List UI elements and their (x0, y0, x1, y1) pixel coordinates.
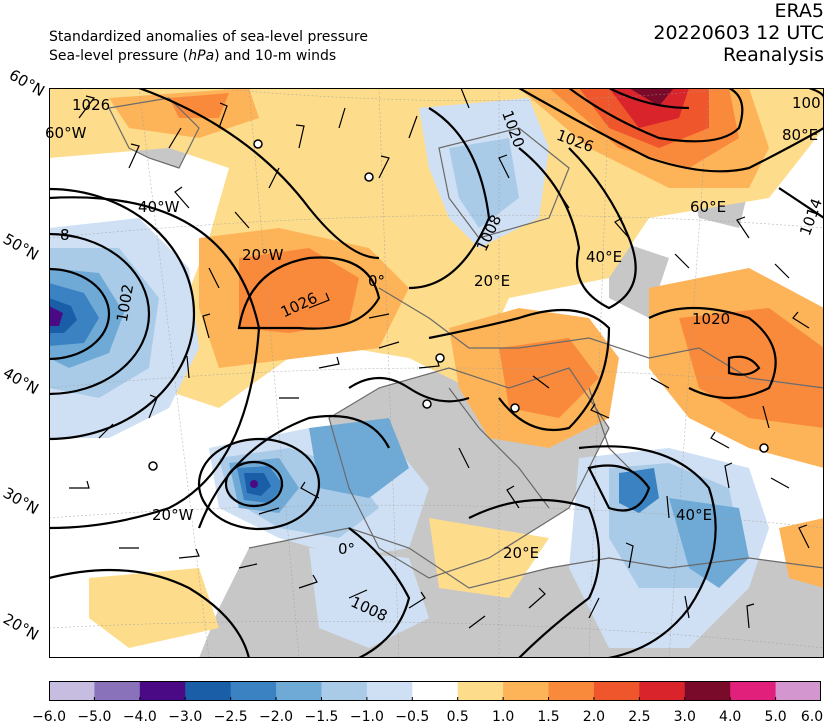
colorbar-tick-label: 0.5 (446, 709, 469, 725)
colorbar-tick-label: 2.0 (582, 709, 606, 725)
subtitle-unit: hPa (188, 48, 215, 64)
lon-label-20w-bottom: 20°W (152, 506, 194, 524)
subtitle-post: ) and 10-m winds (214, 48, 337, 64)
colorbar-segment (593, 681, 640, 701)
colorbar-tick-label: −6.0 (32, 709, 66, 725)
title-dataset: ERA5 (774, 0, 824, 22)
colorbar-segment (94, 681, 141, 701)
colorbar-segment (730, 681, 777, 701)
colorbar-segment (139, 681, 186, 701)
lat-label-50n: 50°N (0, 229, 42, 265)
colorbar-segment (412, 681, 459, 701)
lon-label-0-top: 0° (368, 272, 386, 290)
colorbar-segment (185, 681, 232, 701)
colorbar-tick-label: 2.5 (628, 709, 651, 725)
subtitle-pre: Sea-level pressure ( (49, 48, 189, 64)
colorbar (49, 681, 821, 701)
title-datetime: 20220603 12 UTC (653, 22, 824, 44)
isobar-label-1020-east: 1020 (692, 310, 731, 328)
negative-anomalies (49, 98, 769, 648)
lat-label-40n: 40°N (0, 363, 42, 399)
positive-anomalies (49, 88, 824, 648)
colorbar-tick-label: −0.5 (395, 709, 430, 725)
colorbar-tick-label: −2.0 (259, 709, 294, 725)
colorbar-segment (321, 681, 368, 701)
isobar-label-1026-nw: 1026 (72, 96, 111, 114)
colorbar-tick-label: 5.0 (764, 709, 787, 725)
isobar-label-8: 8 (60, 226, 70, 244)
colorbar-tick-label: 6.0 (800, 709, 824, 725)
lon-label-80e: 80°E (782, 126, 819, 144)
lon-label-20e-top: 20°E (474, 272, 511, 290)
lon-label-40e-top: 40°E (586, 248, 623, 266)
colorbar-segment (639, 681, 686, 701)
colorbar-tick-label: −1.5 (304, 709, 339, 725)
lat-label-30n: 30°N (0, 483, 42, 519)
map-frame (49, 88, 824, 658)
isobar-label-100: 100 (792, 94, 821, 112)
title-product: Reanalysis (723, 44, 824, 66)
colorbar-segment (684, 681, 731, 701)
colorbar-segment (548, 681, 595, 701)
subtitle-anomalies: Standardized anomalies of sea-level pres… (49, 29, 368, 45)
colorbar-tick-label: −3.0 (168, 709, 203, 725)
lat-label-60n: 60°N (6, 65, 48, 101)
colorbar-tick-label: 1.5 (537, 709, 560, 725)
anomaly-map[interactable] (49, 88, 824, 658)
colorbar-tick-label: 1.0 (491, 709, 515, 725)
colorbar-segment (366, 681, 413, 701)
colorbar-segment (276, 681, 322, 701)
lon-label-40e-bottom: 40°E (676, 506, 713, 524)
colorbar-segment (457, 681, 504, 701)
subtitle-slp-winds: Sea-level pressure (hPa) and 10-m winds (49, 47, 336, 65)
colorbar-segment (503, 681, 550, 701)
colorbar-tick-label: −5.0 (77, 709, 112, 725)
calm-markers (148, 139, 769, 471)
lon-label-20e-bottom: 20°E (503, 544, 540, 562)
colorbar-segment (230, 681, 277, 701)
lon-label-60w: 60°W (45, 124, 87, 142)
lon-label-0-bottom: 0° (338, 540, 356, 558)
colorbar-tick-label: −2.5 (213, 709, 248, 725)
colorbar-frame (49, 681, 821, 701)
isobars (49, 88, 824, 658)
colorbar-segment (775, 681, 821, 701)
lon-label-40w: 40°W (138, 198, 180, 216)
colorbar-tick-label: −1.0 (349, 709, 384, 725)
colorbar-tick-label: 3.0 (673, 709, 696, 725)
colorbar-tick-label: 4.0 (719, 709, 742, 725)
colorbar-segment (49, 681, 95, 701)
lon-label-20w-top: 20°W (242, 246, 284, 264)
colorbar-tick-label: −4.0 (122, 709, 157, 725)
lon-label-60e: 60°E (690, 198, 727, 216)
lat-label-20n: 20°N (0, 609, 42, 645)
